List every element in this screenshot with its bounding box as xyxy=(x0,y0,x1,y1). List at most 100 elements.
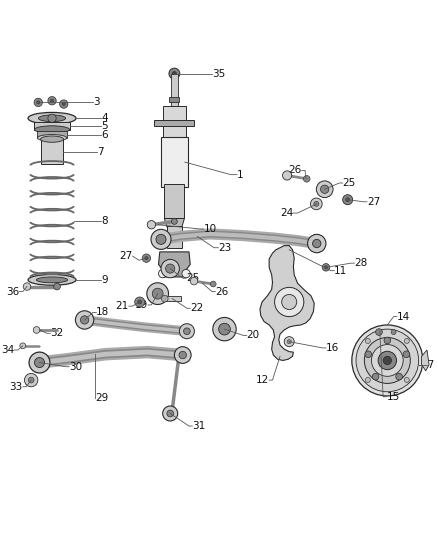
Text: 23: 23 xyxy=(218,243,231,253)
Circle shape xyxy=(182,269,190,278)
Circle shape xyxy=(23,283,31,290)
Circle shape xyxy=(174,346,191,364)
Circle shape xyxy=(48,114,56,123)
Circle shape xyxy=(142,254,151,262)
Circle shape xyxy=(219,324,230,335)
Text: 30: 30 xyxy=(69,362,82,372)
Circle shape xyxy=(322,264,330,271)
Ellipse shape xyxy=(39,115,66,122)
Text: 11: 11 xyxy=(334,265,347,276)
Circle shape xyxy=(383,356,392,365)
Circle shape xyxy=(311,198,322,209)
Circle shape xyxy=(162,406,178,421)
Circle shape xyxy=(384,337,391,344)
Text: 25: 25 xyxy=(186,273,199,283)
Ellipse shape xyxy=(37,134,67,141)
Circle shape xyxy=(60,100,68,108)
Text: 14: 14 xyxy=(397,312,410,321)
Circle shape xyxy=(152,288,163,299)
Text: 1: 1 xyxy=(237,169,244,180)
Circle shape xyxy=(213,318,236,341)
Circle shape xyxy=(179,351,187,359)
Circle shape xyxy=(37,101,40,104)
Circle shape xyxy=(48,96,56,105)
Circle shape xyxy=(287,340,291,344)
Circle shape xyxy=(275,287,304,317)
Text: 24: 24 xyxy=(280,208,293,218)
Circle shape xyxy=(172,71,177,76)
Circle shape xyxy=(135,297,145,307)
Text: 5: 5 xyxy=(101,121,108,131)
Text: 26: 26 xyxy=(215,287,229,296)
Circle shape xyxy=(169,68,180,79)
Text: 33: 33 xyxy=(10,382,23,392)
Text: 32: 32 xyxy=(50,328,64,338)
Bar xyxy=(35,122,70,130)
Circle shape xyxy=(372,373,379,380)
Circle shape xyxy=(356,329,419,392)
Text: 28: 28 xyxy=(354,258,367,268)
Circle shape xyxy=(25,374,38,387)
Circle shape xyxy=(162,295,168,302)
Text: 36: 36 xyxy=(6,287,19,296)
Circle shape xyxy=(396,373,403,380)
Bar xyxy=(167,226,182,248)
Circle shape xyxy=(147,283,169,304)
Circle shape xyxy=(316,181,333,198)
Circle shape xyxy=(365,351,371,358)
Text: 8: 8 xyxy=(101,216,108,227)
Text: 4: 4 xyxy=(101,114,108,123)
Circle shape xyxy=(34,98,42,107)
Circle shape xyxy=(324,265,328,269)
Text: 21: 21 xyxy=(116,301,129,311)
Circle shape xyxy=(20,343,26,349)
Circle shape xyxy=(403,351,410,358)
Text: 18: 18 xyxy=(96,308,110,318)
Circle shape xyxy=(35,358,45,368)
Text: 6: 6 xyxy=(101,130,108,140)
Circle shape xyxy=(376,329,382,335)
Circle shape xyxy=(352,325,423,396)
Circle shape xyxy=(371,344,403,376)
Circle shape xyxy=(81,316,89,324)
Circle shape xyxy=(314,201,319,206)
Text: 31: 31 xyxy=(192,421,205,431)
Circle shape xyxy=(161,260,180,278)
Polygon shape xyxy=(421,350,429,371)
Circle shape xyxy=(33,327,40,333)
Circle shape xyxy=(391,329,396,335)
Text: 7: 7 xyxy=(97,147,104,157)
Text: 3: 3 xyxy=(93,98,99,107)
Circle shape xyxy=(29,352,50,373)
Text: 26: 26 xyxy=(289,165,302,175)
Circle shape xyxy=(166,264,175,273)
Circle shape xyxy=(404,377,410,383)
Text: 10: 10 xyxy=(204,224,217,234)
Polygon shape xyxy=(260,246,314,360)
Text: 15: 15 xyxy=(386,392,400,402)
Circle shape xyxy=(28,377,34,383)
Text: 27: 27 xyxy=(367,197,380,207)
Circle shape xyxy=(304,175,310,182)
Bar xyxy=(161,137,188,187)
Polygon shape xyxy=(164,219,184,227)
Text: 29: 29 xyxy=(95,393,108,403)
Text: 9: 9 xyxy=(101,275,108,285)
Circle shape xyxy=(145,256,148,260)
Bar xyxy=(165,296,180,301)
Text: 34: 34 xyxy=(1,345,14,355)
Circle shape xyxy=(321,185,329,193)
Circle shape xyxy=(284,337,294,346)
Circle shape xyxy=(404,338,410,343)
Circle shape xyxy=(167,410,173,417)
Circle shape xyxy=(171,219,177,224)
Circle shape xyxy=(307,235,326,253)
Circle shape xyxy=(210,281,216,287)
Circle shape xyxy=(283,171,292,180)
Circle shape xyxy=(365,338,371,343)
Bar xyxy=(171,75,178,106)
Text: 20: 20 xyxy=(247,330,260,341)
Text: 16: 16 xyxy=(326,343,339,353)
Circle shape xyxy=(364,337,410,383)
Circle shape xyxy=(147,221,155,229)
